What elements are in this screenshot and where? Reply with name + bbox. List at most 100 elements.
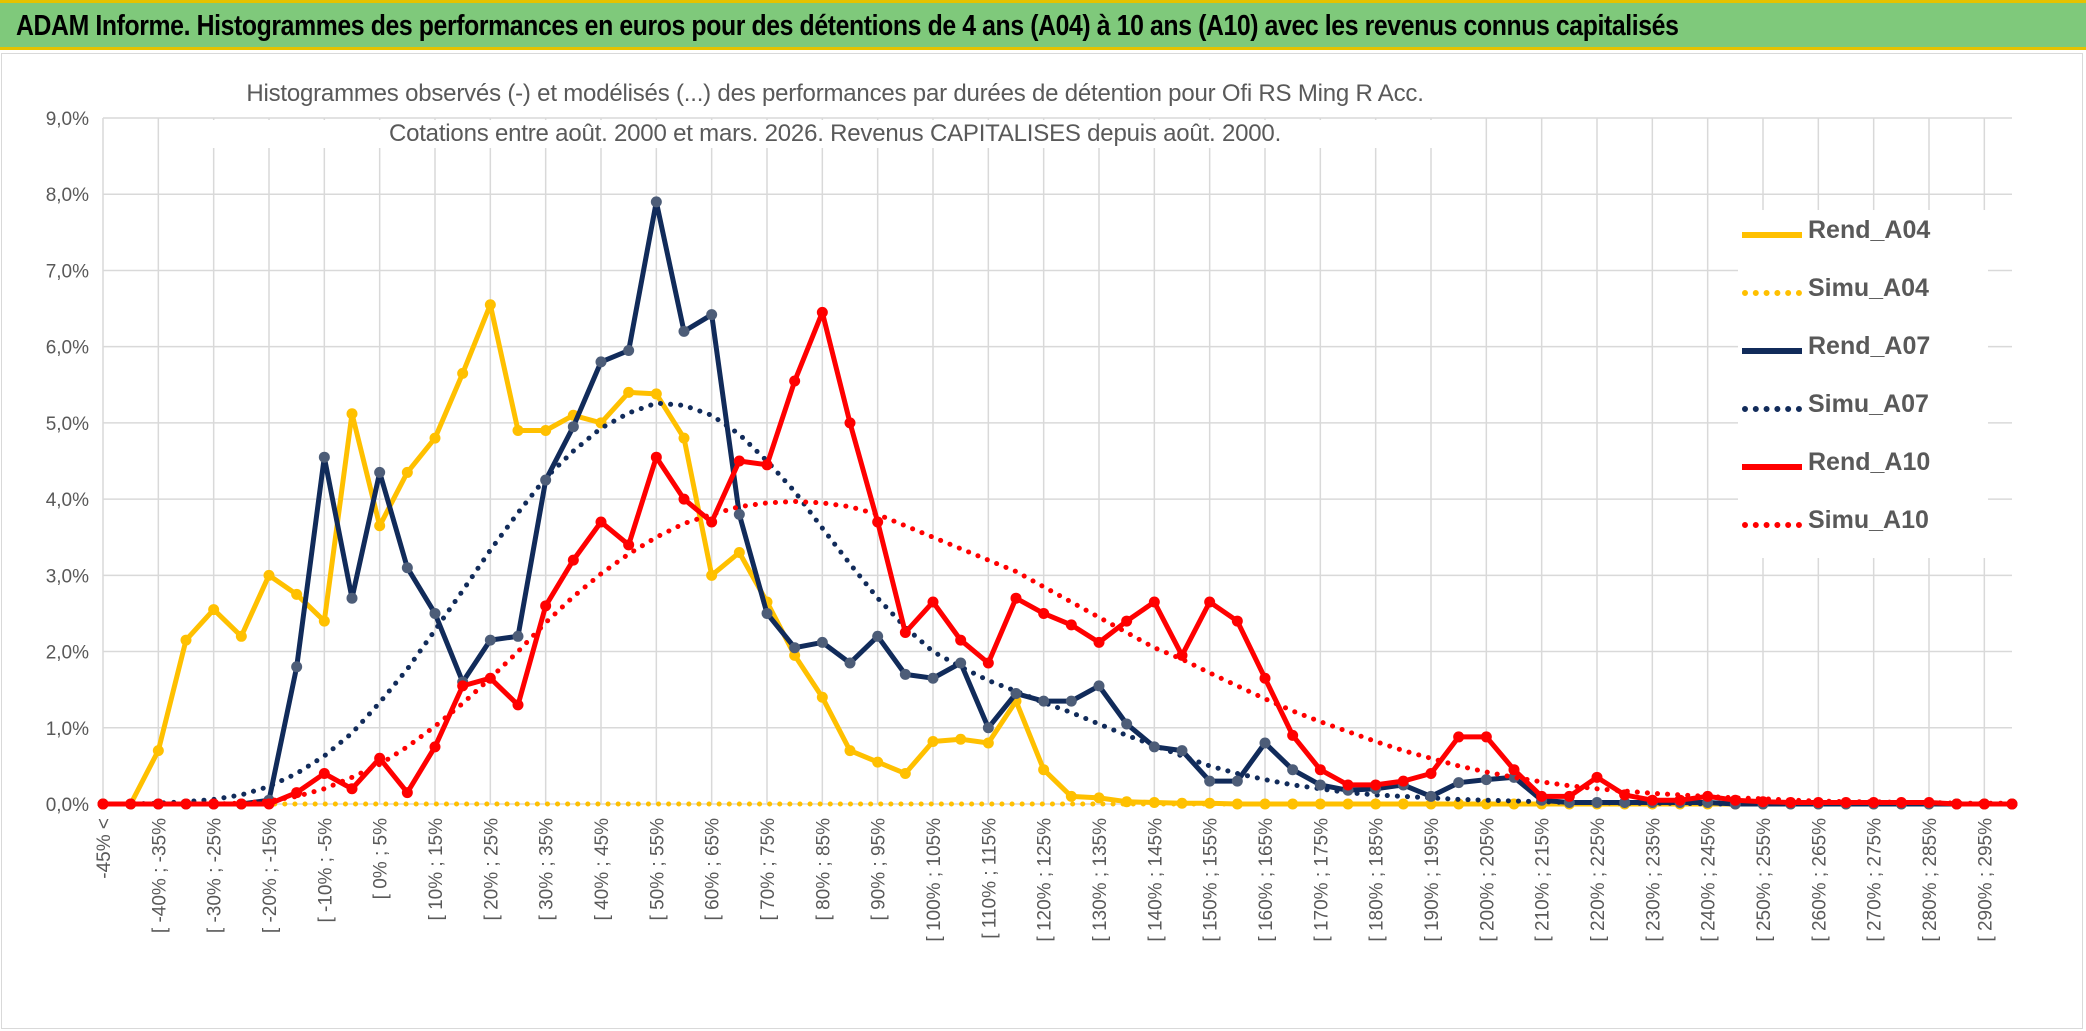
data-point [484,299,496,311]
data-point [816,691,828,703]
data-point [1121,615,1133,627]
data-point [484,672,496,684]
data-point [899,768,911,780]
data-point [1453,777,1465,789]
x-tick-label: [ 50% ; 55% [647,818,668,921]
data-point [1010,592,1022,604]
data-point [872,516,884,528]
x-tick-label: [ 200% ; 205% [1477,818,1498,942]
data-point [540,600,552,612]
data-point [1038,607,1050,619]
data-point [1951,798,1963,810]
x-tick-label: [ -20% ; -15% [260,818,281,933]
series-Simu_A07 [100,400,2015,807]
data-point [595,356,607,368]
data-point [816,306,828,318]
data-point [1480,774,1492,786]
data-point [955,733,967,745]
data-point [235,798,247,810]
data-point [512,425,524,437]
x-tick-label: [ 100% ; 105% [924,818,945,942]
data-point [1038,764,1050,776]
x-tick-label: [ 260% ; 265% [1809,818,1830,942]
data-point [789,649,801,661]
series-lines [97,196,2018,810]
data-point [512,630,524,642]
legend-swatch [1742,232,1802,238]
legend-item: Rend_A07 [1738,326,1988,384]
data-point [125,798,137,810]
legend-swatch [1742,406,1802,412]
data-point [346,783,358,795]
data-point [1231,775,1243,787]
data-point [1370,779,1382,791]
data-point [899,668,911,680]
data-point [318,451,330,463]
data-point [1785,796,1797,808]
data-point [540,425,552,437]
data-point [1563,790,1575,802]
data-point [1508,764,1520,776]
data-point [872,630,884,642]
y-tick-label: 8,0% [46,185,89,206]
x-tick-label: [ 20% ; 25% [481,818,502,921]
data-point [1314,764,1326,776]
data-point [706,569,718,581]
data-point [1729,794,1741,806]
x-tick-label: [ 270% ; 275% [1865,818,1886,942]
data-point [567,554,579,566]
data-point [1868,796,1880,808]
data-point [872,756,884,768]
data-point [1204,596,1216,608]
data-point [733,455,745,467]
data-point [1065,790,1077,802]
data-point [1010,687,1022,699]
data-point [927,672,939,684]
data-point [346,592,358,604]
data-point [1093,792,1105,804]
data-point [1425,798,1437,810]
y-axis-tick-labels: 0,0% 1,0% 2,0% 3,0% 4,0% 5,0% 6,0% 7,0% 8,0% 9,0% [46,109,89,816]
data-point [955,634,967,646]
data-point [789,642,801,654]
data-point [180,798,192,810]
legend-item: Simu_A07 [1738,384,1988,442]
data-point [263,569,275,581]
data-point [899,627,911,638]
chart-subtitle: Cotations entre août. 2000 et mars. 2026… [200,120,1470,148]
y-tick-label: 1,0% [46,719,89,740]
x-tick-label: [ 0% ; 5% [371,818,392,899]
legend-label: Simu_A10 [1808,506,1929,534]
data-point [706,516,718,528]
legend-label: Rend_A10 [1808,448,1931,476]
data-point [291,588,303,600]
data-point [1148,741,1160,753]
data-point [1812,796,1824,808]
data-point [1314,779,1326,791]
data-point [982,722,994,734]
data-point [540,474,552,486]
data-point [291,787,303,799]
data-point [318,615,330,627]
data-point [844,745,856,757]
data-point [733,508,745,520]
data-point [595,516,607,528]
data-point [1370,798,1382,810]
data-point [567,421,579,433]
data-point [346,408,358,420]
data-point [2006,798,2018,810]
data-point [1287,798,1299,810]
data-point [1425,768,1437,780]
data-point [623,539,635,551]
data-point [1923,796,1935,808]
y-tick-label: 5,0% [46,414,89,435]
series-line [103,309,2012,807]
x-tick-label: [ 160% ; 165% [1256,818,1277,942]
data-point [1480,731,1492,743]
data-point [1342,798,1354,810]
data-point [263,798,275,810]
data-point [1093,680,1105,692]
chart-legend: Rend_A04 Simu_A04 Rend_A07 Simu_A07 Rend_A10… [1738,210,1988,558]
x-tick-label: [ -30% ; -25% [205,818,226,933]
data-point [1176,745,1188,757]
